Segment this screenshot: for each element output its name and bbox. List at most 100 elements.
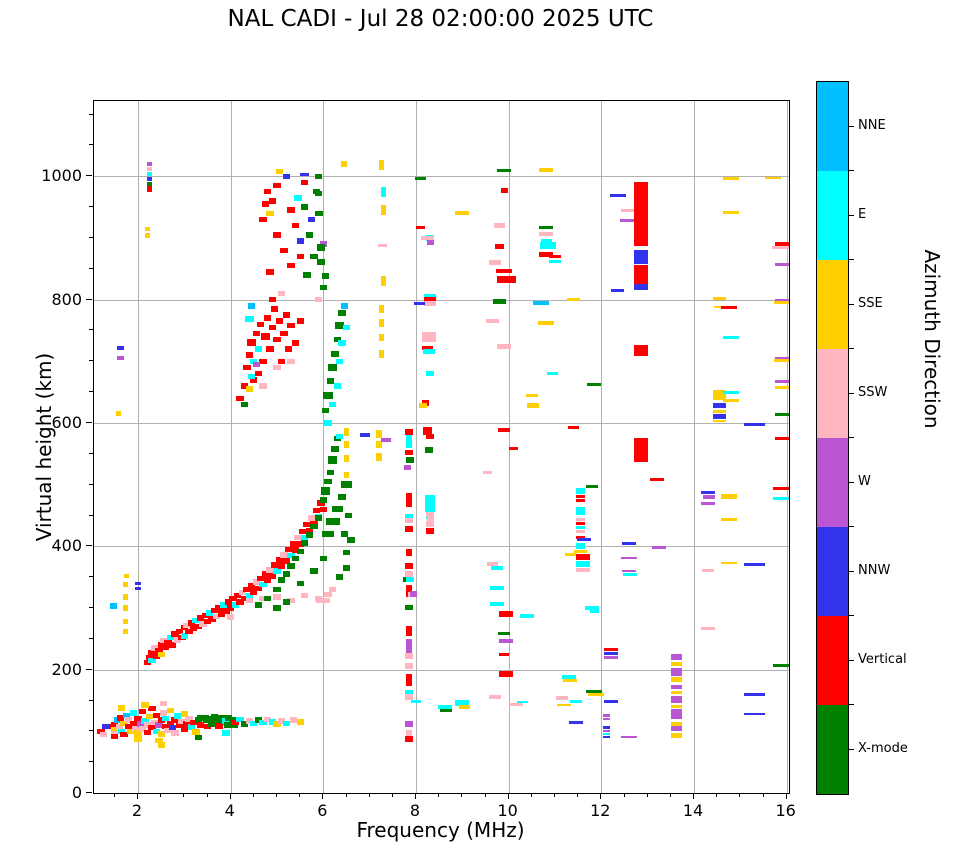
x-minor-tick <box>438 793 440 797</box>
y-minor-tick <box>89 576 93 578</box>
data-point <box>259 595 267 602</box>
data-point <box>287 552 295 559</box>
data-point <box>405 513 413 520</box>
data-point <box>743 562 765 566</box>
data-point <box>145 654 154 661</box>
data-point <box>492 299 507 304</box>
data-point <box>378 304 385 314</box>
data-point <box>424 300 436 306</box>
data-point <box>280 247 288 254</box>
x-major-tick <box>137 793 138 799</box>
data-point <box>240 721 249 727</box>
data-point <box>169 642 177 648</box>
data-point <box>296 238 304 244</box>
data-point <box>652 546 667 549</box>
data-point <box>145 713 154 720</box>
data-point <box>152 728 161 735</box>
y-major-tick <box>86 298 92 300</box>
data-point <box>203 618 212 625</box>
data-point <box>280 330 288 337</box>
colorbar-segment-vertical <box>817 616 848 705</box>
data-point <box>176 628 184 635</box>
data-point <box>250 720 258 727</box>
data-point <box>621 556 638 560</box>
data-point <box>117 356 124 360</box>
x-minor-tick <box>391 793 393 797</box>
data-point <box>222 718 230 724</box>
y-minor-tick <box>89 452 93 454</box>
colorbar-boundary-tick <box>849 615 854 616</box>
data-point <box>603 652 618 656</box>
data-point <box>146 176 153 181</box>
x-minor-tick <box>461 793 463 797</box>
data-point <box>312 507 321 514</box>
data-point <box>720 517 737 521</box>
data-point <box>277 563 286 569</box>
x-gridline <box>601 101 603 793</box>
data-point <box>213 715 230 723</box>
x-minor-tick <box>299 793 301 797</box>
data-point <box>213 613 221 620</box>
x-minor-tick <box>716 793 718 797</box>
x-tick-label: 16 <box>775 801 796 820</box>
data-point <box>619 219 639 222</box>
data-point <box>148 657 156 664</box>
data-point <box>291 547 300 553</box>
data-point <box>201 612 209 619</box>
data-point <box>508 447 518 451</box>
data-point <box>254 346 263 352</box>
y-tick-label: 0 <box>71 783 82 802</box>
data-point <box>275 168 283 175</box>
data-point <box>489 260 501 265</box>
x-minor-tick <box>762 793 764 797</box>
data-point <box>264 188 272 195</box>
x-minor-tick <box>276 793 277 797</box>
data-point <box>405 429 413 435</box>
data-point <box>155 648 163 654</box>
data-point <box>322 273 330 279</box>
x-gridline <box>786 101 788 793</box>
data-point <box>540 241 557 249</box>
data-point <box>743 423 765 427</box>
data-point <box>171 631 179 637</box>
x-minor-tick <box>345 793 347 797</box>
data-point <box>342 565 351 571</box>
data-point <box>220 602 228 608</box>
data-point <box>623 573 637 576</box>
data-point <box>720 305 737 309</box>
data-point <box>259 216 267 223</box>
data-point <box>111 733 119 740</box>
y-major-tick <box>86 175 92 177</box>
data-point <box>335 574 344 580</box>
data-point <box>670 722 683 726</box>
data-point <box>405 653 413 659</box>
x-gridline <box>323 101 325 793</box>
data-point <box>485 319 500 324</box>
data-point <box>250 589 258 595</box>
data-point <box>575 543 586 550</box>
y-gridline <box>94 176 789 178</box>
data-point <box>266 210 274 217</box>
data-point <box>282 599 290 605</box>
x-gridline <box>694 101 695 793</box>
data-point <box>268 573 277 579</box>
data-point <box>609 193 626 197</box>
data-point <box>333 383 341 389</box>
data-point <box>670 661 683 667</box>
data-point <box>426 433 434 440</box>
data-point <box>273 568 281 574</box>
data-point <box>159 637 168 644</box>
colorbar-segment-ssw <box>817 349 848 438</box>
data-point <box>222 730 230 736</box>
data-point <box>343 427 350 437</box>
data-point <box>157 642 165 648</box>
data-point <box>633 265 648 284</box>
data-point <box>277 358 286 365</box>
data-point <box>162 715 170 722</box>
data-point <box>425 447 433 453</box>
data-point <box>586 689 603 693</box>
data-point <box>146 186 153 193</box>
data-point <box>378 350 385 358</box>
plot-area <box>93 100 790 794</box>
data-point <box>633 344 648 356</box>
